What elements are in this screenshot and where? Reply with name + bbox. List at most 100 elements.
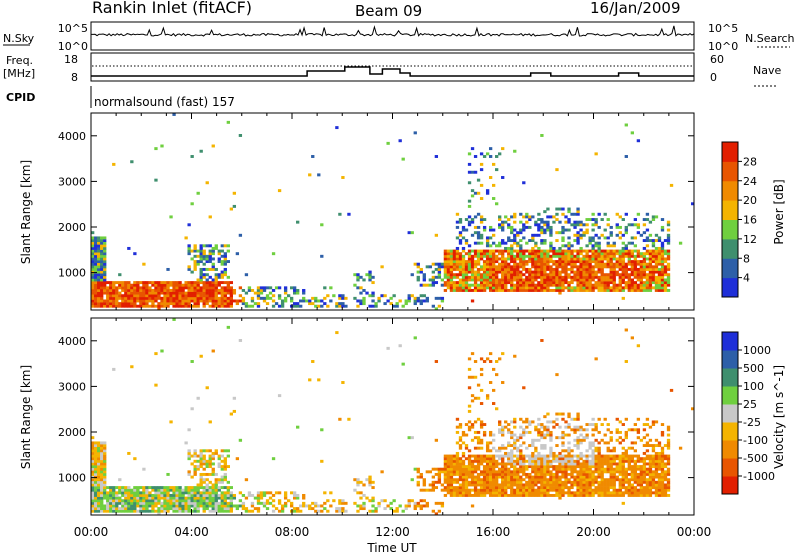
- power-cell: [214, 304, 218, 308]
- power-cell: [522, 265, 526, 269]
- velocity-cell: [549, 486, 553, 490]
- power-cell: [660, 288, 665, 292]
- power-cell: [597, 257, 601, 261]
- velocity-cell: [247, 491, 252, 495]
- velocity-cell: [552, 467, 556, 471]
- velocity-cell: [519, 480, 523, 484]
- velocity-cell: [573, 454, 577, 458]
- power-cell: [537, 212, 541, 216]
- power-cell: [488, 275, 493, 279]
- power-cell: [627, 260, 631, 264]
- power-cell: [618, 215, 622, 219]
- power-cell: [100, 299, 104, 303]
- power-cell: [220, 302, 224, 306]
- power-cell: [464, 275, 469, 279]
- power-cell: [564, 254, 568, 258]
- power-cell: [519, 257, 523, 261]
- velocity-cell: [588, 488, 592, 492]
- velocity-cell: [540, 491, 544, 495]
- velocity-cell: [434, 467, 439, 471]
- velocity-cell: [476, 478, 481, 482]
- velocity-cell: [516, 449, 520, 453]
- velocity-cell: [594, 357, 598, 361]
- velocity-ylabel: Slant Range [km]: [19, 365, 33, 469]
- power-cell: [217, 252, 221, 256]
- power-cell: [377, 296, 381, 300]
- power-cell: [588, 257, 592, 261]
- power-cell: [395, 302, 399, 306]
- velocity-cell: [262, 501, 267, 505]
- velocity-cell: [425, 488, 429, 492]
- velocity-cell: [226, 486, 230, 490]
- power-cell: [458, 257, 463, 261]
- power-cell: [627, 252, 631, 256]
- velocity-cell: [419, 488, 423, 492]
- power-cell: [178, 291, 182, 295]
- velocity-cell: [558, 425, 562, 429]
- velocity-cell: [558, 436, 562, 440]
- power-cell: [256, 286, 261, 290]
- velocity-cell: [594, 423, 598, 426]
- power-cell: [579, 281, 583, 285]
- power-cell: [479, 215, 484, 219]
- velocity-cell: [567, 472, 571, 476]
- power-cell: [199, 252, 203, 256]
- power-cell: [540, 228, 544, 232]
- velocity-cell: [223, 475, 227, 479]
- power-cell: [449, 273, 454, 277]
- power-cell: [666, 267, 671, 271]
- power-cell: [525, 283, 529, 287]
- power-cell: [651, 241, 656, 245]
- velocity-cell: [359, 504, 363, 508]
- power-cell: [513, 286, 517, 290]
- velocity-cell: [603, 478, 607, 482]
- velocity-cell: [289, 491, 294, 495]
- velocity-cell: [534, 454, 538, 458]
- power-cell: [621, 270, 625, 274]
- velocity-cell: [492, 388, 496, 392]
- velocity-cell: [570, 459, 574, 463]
- power-cell: [543, 249, 547, 253]
- velocity-cell: [627, 446, 631, 450]
- power-cell: [546, 207, 550, 211]
- velocity-cell: [467, 475, 472, 479]
- power-cell: [250, 296, 255, 300]
- velocity-cell: [525, 459, 529, 463]
- velocity-cell: [464, 488, 469, 492]
- velocity-cell: [103, 465, 107, 469]
- power-cell: [458, 260, 463, 264]
- velocity-cell: [666, 444, 671, 448]
- velocity-cell: [112, 499, 116, 503]
- velocity-cell: [458, 425, 463, 429]
- power-cell: [564, 262, 568, 266]
- nave-tick-top: 60: [710, 53, 724, 66]
- power-cell: [627, 278, 631, 282]
- velocity-cell: [443, 457, 448, 461]
- power-cell: [504, 286, 508, 290]
- power-cell: [130, 283, 134, 287]
- power-cell: [97, 239, 101, 243]
- power-cell: [522, 223, 526, 227]
- power-cell: [543, 241, 547, 245]
- power-cell: [455, 267, 460, 271]
- velocity-cell: [582, 436, 586, 440]
- power-cell: [522, 260, 526, 264]
- power-cell: [501, 275, 505, 279]
- power-cell: [621, 241, 625, 245]
- velocity-cell: [564, 449, 568, 453]
- power-cell: [217, 281, 221, 285]
- power-cell: [214, 296, 218, 300]
- velocity-cell: [142, 491, 146, 495]
- velocity-cell: [485, 441, 490, 445]
- power-cell: [654, 286, 659, 290]
- power-cell: [461, 270, 466, 274]
- power-cell: [585, 223, 589, 227]
- velocity-cell: [636, 417, 641, 421]
- power-cell: [223, 304, 227, 308]
- velocity-cell: [660, 480, 665, 484]
- power-cell: [594, 220, 598, 224]
- velocity-cell: [136, 493, 140, 497]
- velocity-cell: [196, 459, 200, 463]
- power-cell: [558, 273, 562, 277]
- velocity-cell: [488, 483, 493, 487]
